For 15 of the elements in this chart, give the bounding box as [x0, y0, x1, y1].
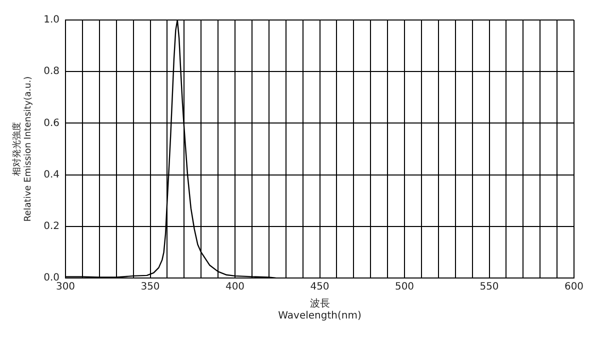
y-tick-label: 0.4	[44, 169, 60, 180]
x-tick-label: 600	[564, 282, 584, 293]
y-tick-label: 0.2	[44, 220, 60, 232]
x-tick-label: 400	[225, 282, 245, 293]
y-tick-label: 0.0	[44, 272, 60, 284]
x-tick-label: 300	[56, 282, 76, 293]
x-tick-label: 350	[140, 282, 160, 293]
x-tick-label: 500	[394, 282, 414, 293]
x-tick-label: 550	[480, 282, 499, 293]
y-tick-label: 0.6	[44, 118, 60, 129]
y-tick-label: 1.0	[44, 14, 60, 26]
y-axis-title: 相对発光強度 Relative Emission Intensity(a.u.)	[12, 76, 34, 222]
y-tick-label: 0.8	[44, 66, 60, 78]
x-tick-label: 450	[310, 282, 330, 293]
x-axis-title: 波長 Wavelength(nm)	[278, 298, 362, 322]
